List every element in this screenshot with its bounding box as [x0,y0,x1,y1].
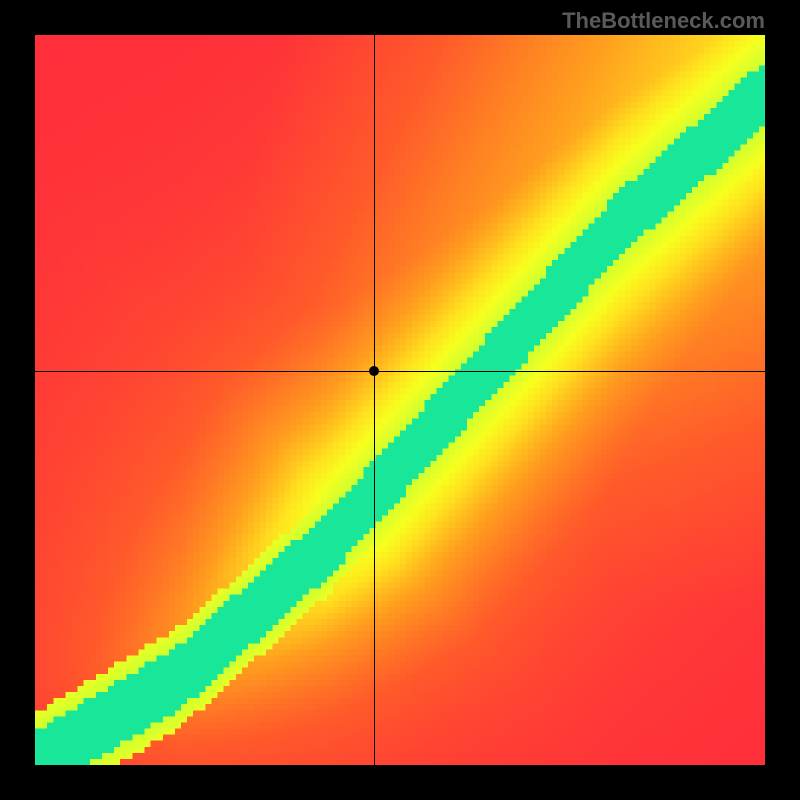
crosshair-horizontal [35,371,765,372]
plot-area [35,35,765,765]
heatmap-canvas [35,35,765,765]
crosshair-vertical [374,35,375,765]
watermark-text: TheBottleneck.com [562,8,765,34]
marker-dot [369,366,379,376]
